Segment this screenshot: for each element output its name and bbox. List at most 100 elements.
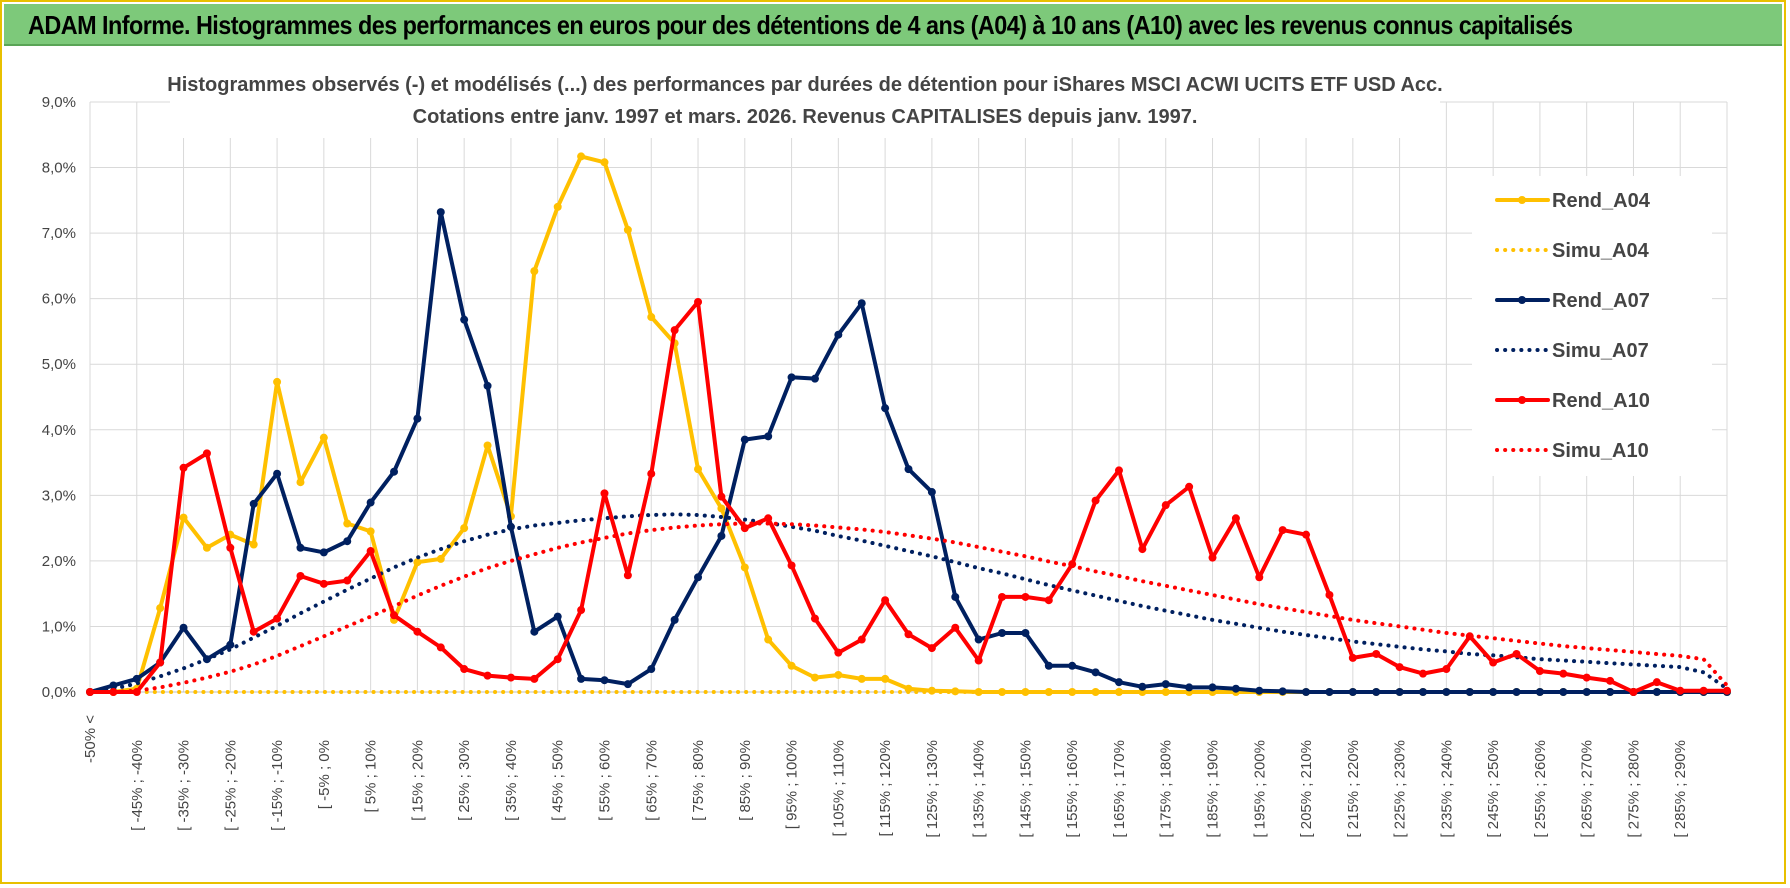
rend-a10-point: [1699, 686, 1708, 695]
rend-a07-point: [904, 465, 913, 474]
rend-a07-point: [366, 498, 375, 507]
rend-a10-point: [1208, 553, 1217, 562]
rend-a04-point: [974, 688, 983, 696]
x-tick-label: [ 115% ; 120%: [877, 740, 894, 836]
x-tick-label: [ 245% ; 250%: [1485, 740, 1502, 838]
chart-title-line-2: Cotations entre janv. 1997 et mars. 2026…: [413, 106, 1198, 128]
rend-a10-point: [1255, 573, 1264, 582]
x-tick-label: [ 185% ; 190%: [1205, 740, 1222, 838]
rend-a10-point: [226, 543, 235, 552]
legend-background: [1472, 176, 1712, 476]
rend-a10-point: [1535, 667, 1544, 676]
rend-a07-point: [460, 315, 469, 324]
rend-a07-point: [1231, 684, 1240, 693]
rend-a07-point: [390, 467, 399, 476]
rend-a04-point: [319, 433, 328, 442]
x-tick-label: [ 95% ; 100%: [784, 740, 801, 829]
rend-a10-point: [1442, 665, 1451, 674]
x-tick-label: [ -45% ; -40%: [129, 740, 146, 831]
rend-a10-point: [857, 635, 866, 644]
banner-title: ADAM Informe. Histogrammes des performan…: [28, 10, 1573, 40]
rend-a10-point: [319, 579, 328, 588]
rend-a10-point: [1044, 596, 1053, 605]
rend-a10-point: [1372, 649, 1381, 658]
rend-a07-point: [1302, 688, 1311, 696]
rend-a07-point: [857, 299, 866, 308]
x-tick-label: [ 105% ; 110%: [830, 740, 847, 836]
rend-a04-point: [717, 504, 726, 513]
rend-a07-point: [1255, 686, 1264, 695]
rend-a07-point: [1044, 661, 1053, 670]
rend-a10-point: [1652, 678, 1661, 687]
rend-a04-point: [553, 202, 562, 211]
y-tick-label: 6,0%: [42, 291, 76, 308]
rend-a10-point: [1138, 545, 1147, 554]
x-tick-label: [ 75% ; 80%: [690, 740, 707, 821]
rend-a04-point: [810, 673, 819, 682]
rend-a10-point: [600, 489, 609, 498]
x-tick-label: [ 85% ; 90%: [737, 740, 754, 821]
x-tick-label: [ 255% ; 260%: [1532, 740, 1549, 838]
y-tick-label: 1,0%: [42, 618, 76, 635]
x-tick-label: [ 265% ; 270%: [1579, 740, 1596, 838]
rend-a10-point: [974, 656, 983, 665]
rend-a10-point: [343, 576, 352, 585]
y-axis-ticks: 0,0% 1,0% 2,0% 3,0% 4,0% 5,0% 6,0% 7,0% 8,0% 9,0%: [42, 94, 76, 701]
x-tick-label: [ 35% ; 40%: [503, 740, 520, 821]
rend-a04-point: [904, 684, 913, 693]
rend-a07-point: [810, 374, 819, 383]
rend-a10-point: [1606, 676, 1615, 685]
x-tick-label: [ 225% ; 230%: [1392, 740, 1409, 838]
rend-a07-point: [764, 432, 773, 441]
rend-a10-point: [647, 469, 656, 478]
rend-a04-point: [413, 558, 422, 567]
x-tick-label: [ 145% ; 150%: [1017, 740, 1034, 838]
rend-a04-point: [1044, 688, 1053, 696]
rend-a10-point: [249, 627, 258, 636]
rend-a07-point: [1021, 629, 1030, 637]
rend-a04-point: [156, 604, 165, 613]
series-lines: [86, 152, 1731, 696]
x-tick-label: [ -15% ; -10%: [269, 740, 286, 831]
rend-a07-point: [249, 499, 258, 508]
y-tick-label: 4,0%: [42, 422, 76, 439]
legend-label-simu-a04: Simu_A04: [1552, 240, 1650, 262]
legend-label-rend-a07: Rend_A07: [1552, 290, 1650, 312]
x-tick-label: [ 165% ; 170%: [1111, 740, 1128, 838]
rend-a07-point: [1395, 688, 1404, 696]
rend-a10-point: [366, 547, 375, 556]
rend-a10-point: [1395, 663, 1404, 672]
rend-a10-point: [179, 463, 188, 472]
rend-a10-point: [1325, 590, 1334, 599]
rend-a07-point: [670, 615, 679, 624]
y-tick-label: 9,0%: [42, 94, 76, 111]
rend-a07-point: [413, 414, 422, 423]
rend-a10-point: [156, 658, 165, 667]
rend-a04-point: [1021, 688, 1030, 696]
x-tick-label: [ 215% ; 220%: [1345, 740, 1362, 838]
rend-a10-point: [390, 611, 399, 620]
rend-a04-point: [881, 674, 890, 683]
rend-a10-point: [1418, 669, 1427, 678]
rend-a07-point: [1325, 688, 1334, 696]
y-tick-label: 3,0%: [42, 487, 76, 504]
rend-a10-point: [927, 644, 936, 653]
rend-a10-point: [1185, 482, 1194, 491]
x-tick-label: [ 205% ; 210%: [1298, 740, 1315, 838]
rend-a07-point: [436, 208, 445, 217]
rend-a10-point: [717, 492, 726, 501]
y-tick-label: 2,0%: [42, 553, 76, 570]
x-tick-label: [ 235% ; 240%: [1438, 740, 1455, 838]
rend-a10-point: [1723, 686, 1731, 695]
rend-a07-point: [1372, 688, 1381, 696]
rend-a10-point: [530, 674, 539, 683]
rend-a07-point: [1512, 688, 1521, 696]
x-tick-label: [ 45% ; 50%: [550, 740, 567, 821]
rend-a07-point: [881, 404, 890, 413]
rend-a10-point: [1278, 526, 1287, 535]
rend-a07-point: [1465, 688, 1474, 696]
rend-a07-point: [577, 674, 586, 683]
rend-a04-point: [834, 670, 843, 679]
legend-marker-rend-a10: [1518, 396, 1526, 404]
